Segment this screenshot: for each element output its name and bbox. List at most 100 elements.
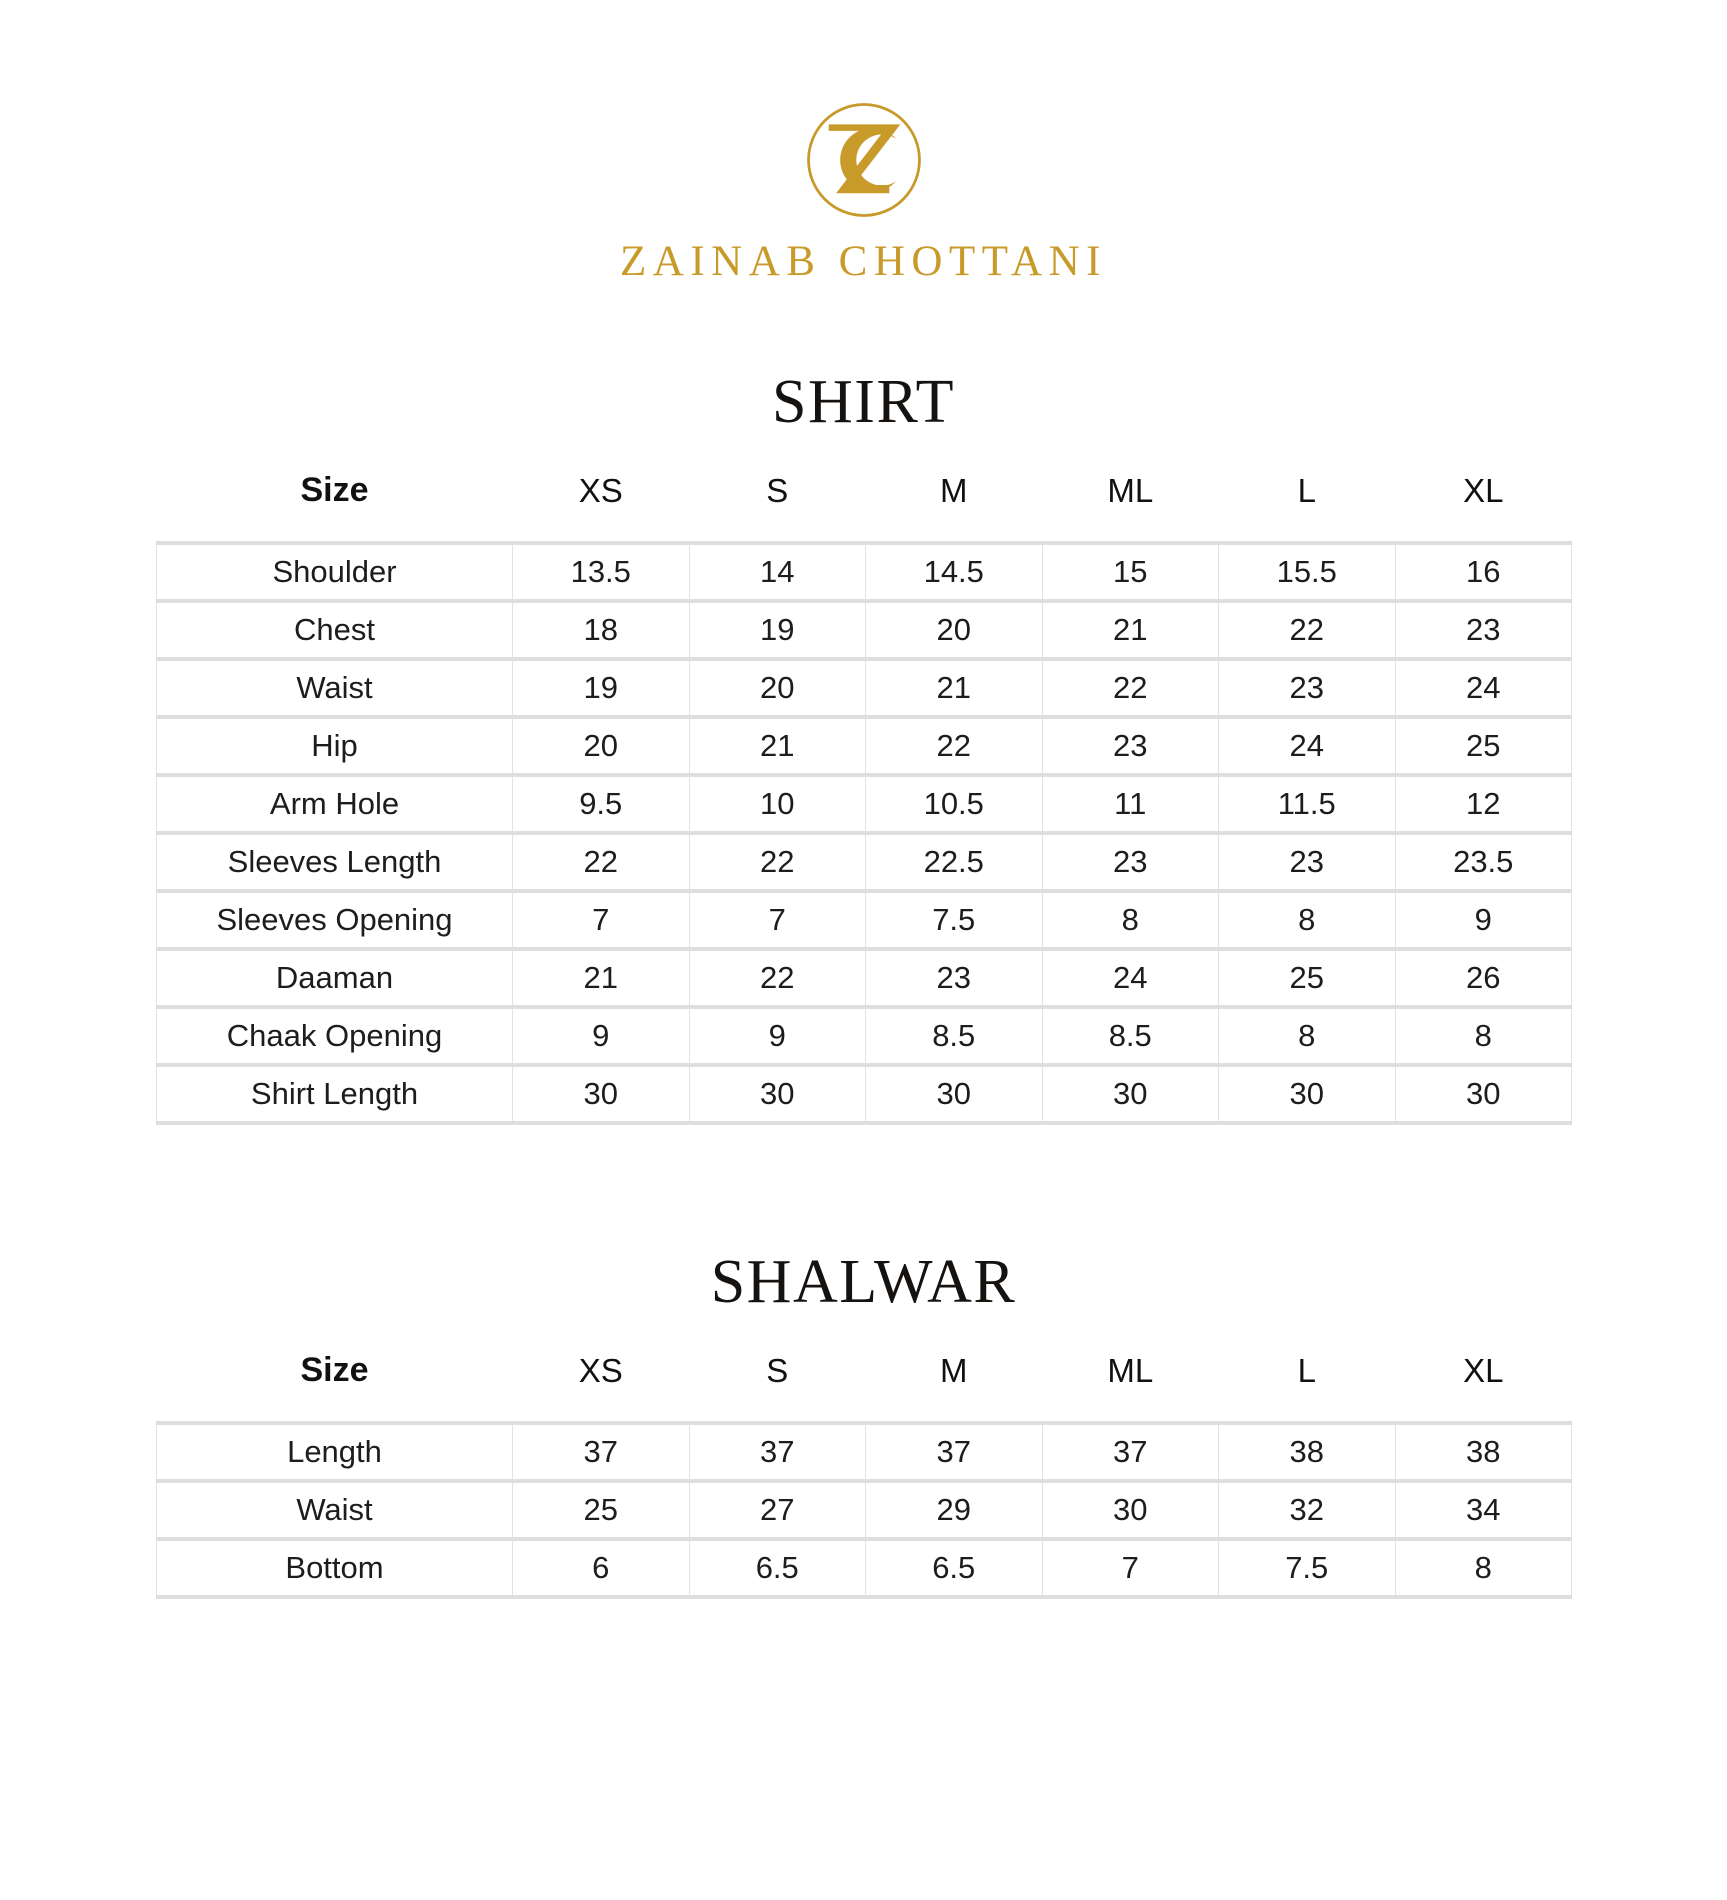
cell-l: 11.5 — [1218, 773, 1396, 833]
column-header-l: L — [1297, 1351, 1316, 1389]
shirt-table-wrap: Size XS S M ML L XL Shoulder 13.5 14 14. — [156, 473, 1572, 1125]
table-row: Hip 20 21 22 23 24 25 — [156, 715, 1572, 775]
cell-xs: 6 — [512, 1537, 690, 1599]
cell-m: 22.5 — [865, 831, 1043, 891]
cell-l: 7.5 — [1218, 1537, 1396, 1599]
cell-xl: 30 — [1394, 1063, 1572, 1125]
cell-l: 8 — [1218, 889, 1396, 949]
cell-xl: 12 — [1394, 773, 1572, 833]
cell-xl: 24 — [1394, 657, 1572, 717]
table-row: Shirt Length 30 30 30 30 30 30 — [156, 1063, 1572, 1125]
cell-ml: 24 — [1041, 947, 1219, 1007]
cell-xs: 25 — [512, 1479, 690, 1539]
cell-s: 22 — [688, 947, 866, 1007]
cell-xl: 26 — [1394, 947, 1572, 1007]
cell-ml: 30 — [1041, 1063, 1219, 1125]
row-label: Length — [156, 1421, 513, 1481]
table-row: Sleeves Opening 7 7 7.5 8 8 9 — [156, 889, 1572, 949]
cell-ml: 23 — [1041, 715, 1219, 775]
cell-ml: 37 — [1041, 1421, 1219, 1481]
table-row: Daaman 21 22 23 24 25 26 — [156, 947, 1572, 1007]
row-label: Chest — [156, 599, 513, 659]
row-label: Waist — [156, 1479, 513, 1539]
cell-ml: 15 — [1041, 541, 1219, 601]
cell-s: 7 — [688, 889, 866, 949]
cell-s: 27 — [688, 1479, 866, 1539]
cell-s: 21 — [688, 715, 866, 775]
row-label: Shirt Length — [156, 1063, 513, 1125]
cell-xs: 9.5 — [512, 773, 690, 833]
cell-l: 8 — [1218, 1005, 1396, 1065]
cell-s: 6.5 — [688, 1537, 866, 1599]
table-header-row: Size XS S M ML L XL — [157, 1353, 1572, 1423]
section-title-shalwar: SHALWAR — [710, 1248, 1017, 1316]
table-row: Arm Hole 9.5 10 10.5 11 11.5 12 — [156, 773, 1572, 833]
cell-xs: 13.5 — [512, 541, 690, 601]
row-label: Sleeves Length — [156, 831, 513, 891]
cell-l: 25 — [1218, 947, 1396, 1007]
cell-s: 10 — [688, 773, 866, 833]
cell-l: 32 — [1218, 1479, 1396, 1539]
column-header-xs: XS — [578, 471, 623, 509]
row-label: Bottom — [156, 1537, 513, 1599]
column-header-l: L — [1297, 471, 1316, 509]
row-label: Waist — [156, 657, 513, 717]
cell-xs: 7 — [512, 889, 690, 949]
cell-xs: 18 — [512, 599, 690, 659]
table-row: Length 37 37 37 37 38 38 — [156, 1421, 1572, 1481]
shalwar-table-body: Length 37 37 37 37 38 38 Waist 25 27 29 … — [156, 1421, 1572, 1599]
shirt-table-head: Size XS S M ML L XL — [157, 473, 1572, 543]
column-header-m: M — [940, 1351, 968, 1389]
cell-l: 24 — [1218, 715, 1396, 775]
column-header-s: S — [766, 1351, 789, 1389]
section-title-shirt: SHIRT — [772, 368, 955, 436]
row-label: Arm Hole — [156, 773, 513, 833]
cell-m: 37 — [865, 1421, 1043, 1481]
cell-l: 38 — [1218, 1421, 1396, 1481]
cell-m: 20 — [865, 599, 1043, 659]
cell-ml: 8.5 — [1041, 1005, 1219, 1065]
shalwar-table-wrap: Size XS S M ML L XL Length 37 37 37 — [156, 1353, 1572, 1599]
cell-xl: 16 — [1394, 541, 1572, 601]
cell-m: 29 — [865, 1479, 1043, 1539]
shalwar-table-head: Size XS S M ML L XL — [157, 1353, 1572, 1423]
shalwar-size-table: Size XS S M ML L XL Length 37 37 37 — [156, 1353, 1572, 1599]
column-header-ml: ML — [1107, 1351, 1154, 1389]
table-row: Waist 25 27 29 30 32 34 — [156, 1479, 1572, 1539]
row-label: Chaak Opening — [156, 1005, 513, 1065]
cell-xl: 23 — [1394, 599, 1572, 659]
column-header-s: S — [766, 471, 789, 509]
cell-ml: 30 — [1041, 1479, 1219, 1539]
cell-s: 19 — [688, 599, 866, 659]
cell-xl: 38 — [1394, 1421, 1572, 1481]
column-header-m: M — [940, 471, 968, 509]
table-row: Shoulder 13.5 14 14.5 15 15.5 16 — [156, 541, 1572, 601]
cell-ml: 7 — [1041, 1537, 1219, 1599]
cell-xl: 23.5 — [1394, 831, 1572, 891]
column-header-xl: XL — [1463, 471, 1504, 509]
zc-monogram-logo-icon — [806, 103, 921, 217]
cell-l: 22 — [1218, 599, 1396, 659]
cell-xl: 8 — [1394, 1537, 1572, 1599]
cell-ml: 21 — [1041, 599, 1219, 659]
cell-xl: 9 — [1394, 889, 1572, 949]
shirt-table-body: Shoulder 13.5 14 14.5 15 15.5 16 Chest 1… — [156, 541, 1572, 1125]
cell-xs: 19 — [512, 657, 690, 717]
cell-s: 14 — [688, 541, 866, 601]
column-header-size: Size — [300, 1351, 369, 1389]
table-row: Chaak Opening 9 9 8.5 8.5 8 8 — [156, 1005, 1572, 1065]
table-row: Sleeves Length 22 22 22.5 23 23 23.5 — [156, 831, 1572, 891]
brand-name: ZAINAB CHOTTANI — [620, 238, 1107, 285]
cell-s: 30 — [688, 1063, 866, 1125]
table-row: Bottom 6 6.5 6.5 7 7.5 8 — [156, 1537, 1572, 1599]
cell-ml: 11 — [1041, 773, 1219, 833]
cell-s: 37 — [688, 1421, 866, 1481]
cell-l: 23 — [1218, 657, 1396, 717]
section-shirt: SHIRT Size XS S M ML L XL — [0, 371, 1727, 1125]
cell-m: 7.5 — [865, 889, 1043, 949]
column-header-size: Size — [300, 471, 369, 509]
section-shalwar: SHALWAR Size XS S M ML L X — [0, 1251, 1727, 1599]
cell-ml: 22 — [1041, 657, 1219, 717]
table-row: Waist 19 20 21 22 23 24 — [156, 657, 1572, 717]
